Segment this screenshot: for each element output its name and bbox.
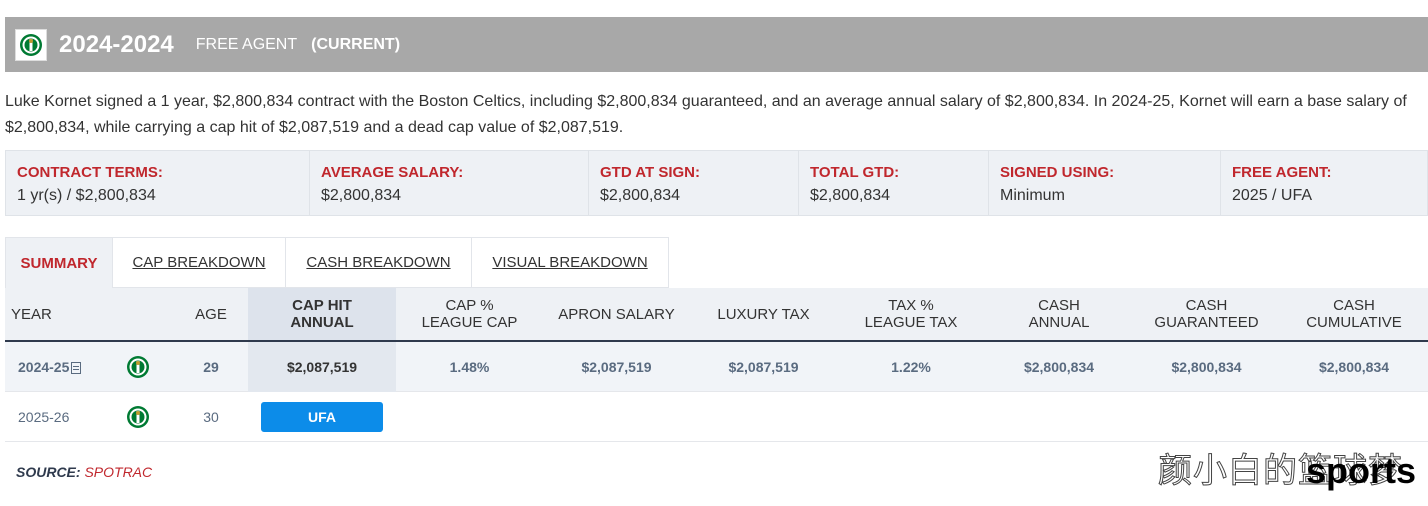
- tab-summary[interactable]: SUMMARY: [5, 237, 113, 288]
- header-line: ANNUAL: [290, 314, 354, 331]
- celtics-logo-icon: [127, 406, 149, 428]
- term-value: $2,800,834: [810, 187, 891, 204]
- luxury-tax-cell: $2,087,519: [728, 359, 799, 375]
- cap-hit-cell: $2,087,519: [248, 342, 396, 392]
- contract-summary: Luke Kornet signed a 1 year, $2,800,834 …: [5, 93, 1407, 136]
- cap-pct-cell: 1.48%: [449, 359, 490, 375]
- contract-terms-strip: CONTRACT TERMS: 1 yr(s) / $2,800,834 AVE…: [5, 150, 1428, 216]
- header-line: LEAGUE TAX: [864, 314, 958, 331]
- header-line: ANNUAL: [1028, 314, 1090, 331]
- age-cell: 30: [203, 409, 219, 425]
- term-value: $2,800,834: [321, 187, 402, 204]
- header-tax-pct: TAX % LEAGUE TAX: [837, 288, 985, 340]
- header-line: LEAGUE CAP: [421, 314, 518, 331]
- term-label: FREE AGENT:: [1232, 164, 1332, 181]
- header-line: CASH: [1333, 297, 1375, 314]
- header-cash-guaranteed: CASH GUARANTEED: [1133, 288, 1280, 340]
- table-header: YEAR AGE CAP HIT ANNUAL CAP % LEAGUE CAP A…: [5, 288, 1428, 342]
- contract-table: YEAR AGE CAP HIT ANNUAL CAP % LEAGUE CAP A…: [5, 288, 1428, 442]
- term-signed-using: SIGNED USING: Minimum: [989, 151, 1221, 215]
- contract-status: FREE AGENT: [195, 35, 298, 53]
- term-label: GTD AT SIGN:: [600, 164, 700, 181]
- celtics-logo-icon: [15, 28, 47, 61]
- year-value: 2024-25: [18, 359, 70, 375]
- season-title: 2024-2024: [59, 30, 174, 58]
- header-cash-annual: CASH ANNUAL: [985, 288, 1133, 340]
- header-line: TAX %: [888, 297, 934, 314]
- header-line: CASH: [1038, 297, 1080, 314]
- term-label: TOTAL GTD:: [810, 164, 900, 181]
- document-icon[interactable]: [71, 362, 82, 374]
- cash-guaranteed-cell: $2,800,834: [1171, 359, 1242, 375]
- term-average-salary: AVERAGE SALARY: $2,800,834: [310, 151, 589, 215]
- header-line: CAP %: [445, 297, 494, 314]
- header-cap-hit: CAP HIT ANNUAL: [248, 288, 396, 340]
- watermark-chinese: 颜小白的篮球梦: [1158, 450, 1403, 491]
- header-luxury-tax: LUXURY TAX: [717, 305, 810, 323]
- breakdown-tabs: SUMMARY CAP BREAKDOWN CASH BREAKDOWN VIS…: [5, 237, 669, 288]
- term-label: AVERAGE SALARY:: [321, 164, 464, 181]
- term-gtd-at-sign: GTD AT SIGN: $2,800,834: [589, 151, 799, 215]
- year-cell[interactable]: 2024-25: [18, 342, 98, 392]
- current-badge: (CURRENT): [311, 35, 401, 53]
- header-line: CUMULATIVE: [1306, 314, 1402, 331]
- celtics-logo-icon: [127, 356, 149, 378]
- header-apron-salary: APRON SALARY: [558, 305, 675, 323]
- table-row: 2025-26 30 UFA: [5, 392, 1428, 442]
- apron-salary-cell: $2,087,519: [581, 359, 652, 375]
- watermark-english: sports: [1306, 450, 1417, 491]
- tax-pct-cell: 1.22%: [891, 359, 931, 375]
- term-value: $2,800,834: [600, 187, 681, 204]
- status-cell: UFA: [248, 392, 396, 442]
- team-logo-cell: [123, 342, 153, 392]
- watermark: 颜小白的篮球梦 sports: [1158, 442, 1417, 492]
- header-age: AGE: [195, 305, 227, 323]
- header-year: YEAR: [11, 305, 52, 323]
- tab-cap-breakdown[interactable]: CAP BREAKDOWN: [113, 237, 286, 288]
- term-contract-terms: CONTRACT TERMS: 1 yr(s) / $2,800,834: [6, 151, 310, 215]
- header-cash-cumulative: CASH CUMULATIVE: [1280, 288, 1428, 340]
- source-credit: SOURCE: SPOTRAC: [16, 464, 152, 480]
- age-cell: 29: [203, 359, 219, 375]
- term-value: Minimum: [1000, 187, 1065, 204]
- header-cap-pct: CAP % LEAGUE CAP: [396, 288, 543, 340]
- contract-header: 2024-2024 FREE AGENT (CURRENT): [5, 17, 1428, 72]
- source-link[interactable]: SPOTRAC: [84, 464, 153, 480]
- tab-visual-breakdown[interactable]: VISUAL BREAKDOWN: [472, 237, 669, 288]
- term-total-gtd: TOTAL GTD: $2,800,834: [799, 151, 989, 215]
- cash-annual-cell: $2,800,834: [1023, 359, 1095, 375]
- tab-cash-breakdown[interactable]: CASH BREAKDOWN: [286, 237, 472, 288]
- header-line: CAP HIT: [292, 297, 352, 314]
- term-label: SIGNED USING:: [1000, 164, 1115, 181]
- cash-cumulative-cell: $2,800,834: [1318, 359, 1390, 375]
- header-line: GUARANTEED: [1154, 314, 1259, 331]
- term-value: 2025 / UFA: [1232, 187, 1313, 204]
- term-value: 1 yr(s) / $2,800,834: [17, 187, 156, 204]
- term-label: CONTRACT TERMS:: [17, 164, 163, 181]
- table-row: 2024-25 29 $2,087,519 1.48% $2,087,519 $…: [5, 342, 1428, 392]
- source-label: SOURCE:: [16, 464, 81, 480]
- term-free-agent: FREE AGENT: 2025 / UFA: [1221, 151, 1427, 215]
- team-logo-cell: [123, 392, 153, 442]
- year-cell: 2025-26: [18, 409, 70, 425]
- ufa-badge[interactable]: UFA: [261, 402, 383, 432]
- header-line: CASH: [1185, 297, 1228, 314]
